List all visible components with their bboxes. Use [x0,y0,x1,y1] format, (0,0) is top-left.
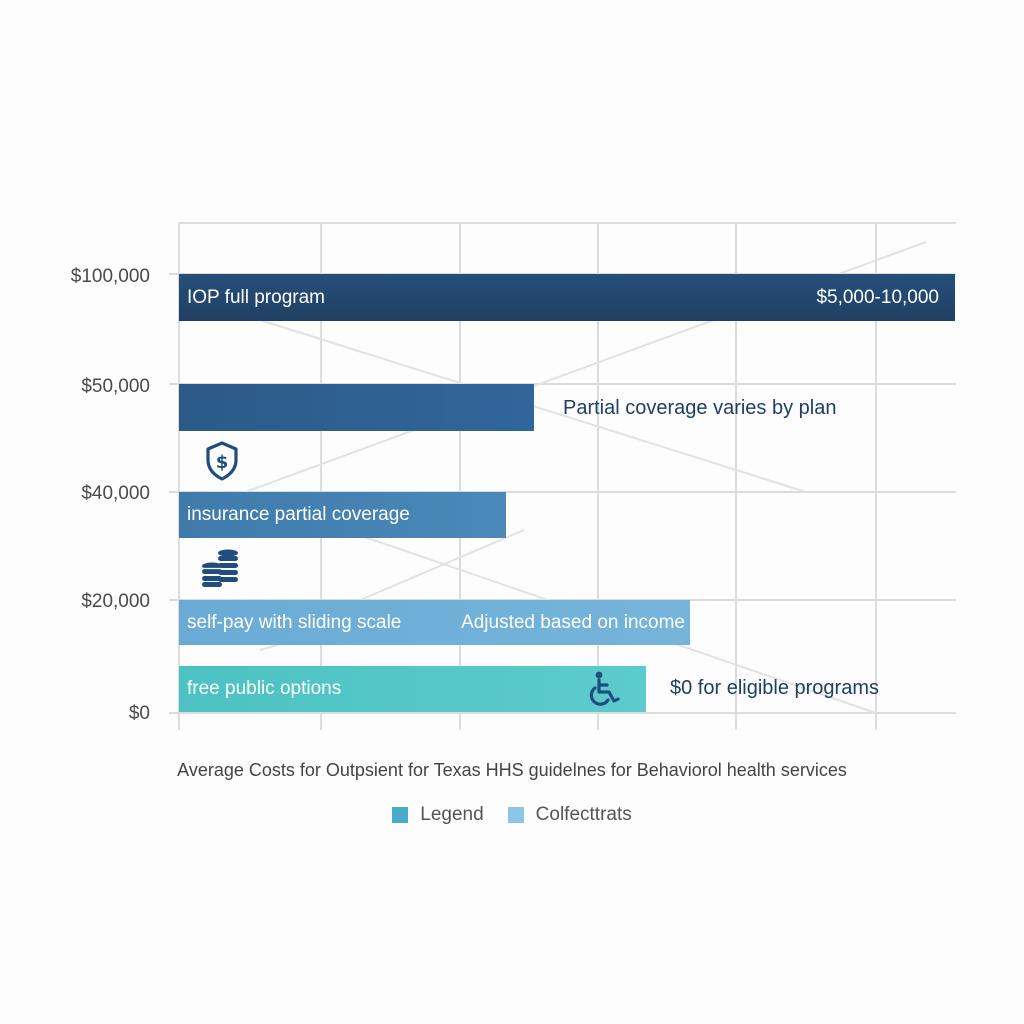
y-tick-label: $100,000 [70,266,150,287]
bar-label: free public options [187,678,342,699]
legend-swatch [507,807,524,823]
bar-label: insurance partial coverage [187,504,410,525]
y-tick-label: $50,000 [81,376,150,397]
legend-label: Legend [420,804,484,825]
chart-legend: Legend Colfecttrats [0,804,1024,826]
bar-self-pay-sliding-scale: self-pay with sliding scale Adjusted bas… [179,600,690,645]
bar-value-label: $5,000-10,000 [816,286,939,308]
chart-caption: Average Costs for Outpsient for Texas HH… [177,760,847,780]
bar-partial-coverage [179,384,534,431]
bar-label: IOP full program [187,286,325,308]
annotation-partial-coverage: Partial coverage varies by plan [563,397,837,419]
bar-label: self-pay with sliding scale [187,611,402,633]
annotation-free-eligible: $0 for eligible programs [670,677,879,699]
svg-text:$: $ [216,452,229,473]
legend-item: Legend [392,804,484,826]
y-tick-label: $0 [128,703,150,724]
legend-item: Colfecttrats [507,804,632,826]
y-tick-label: $40,000 [81,483,150,504]
y-tick-label: $20,000 [81,591,150,612]
bar-iop-full-program: IOP full program $5,000-10,000 [179,274,955,321]
bar-insurance-partial-coverage: insurance partial coverage [179,492,506,538]
wheelchair-icon [589,671,620,706]
legend-label: Colfecttrats [535,804,632,825]
shield-dollar-icon: $ [206,441,238,481]
bar-value-label: Adjusted based on income [461,611,685,633]
coin-stack-icon [202,549,238,587]
bar-free-public-options: free public options [179,666,646,712]
legend-swatch [392,807,409,823]
